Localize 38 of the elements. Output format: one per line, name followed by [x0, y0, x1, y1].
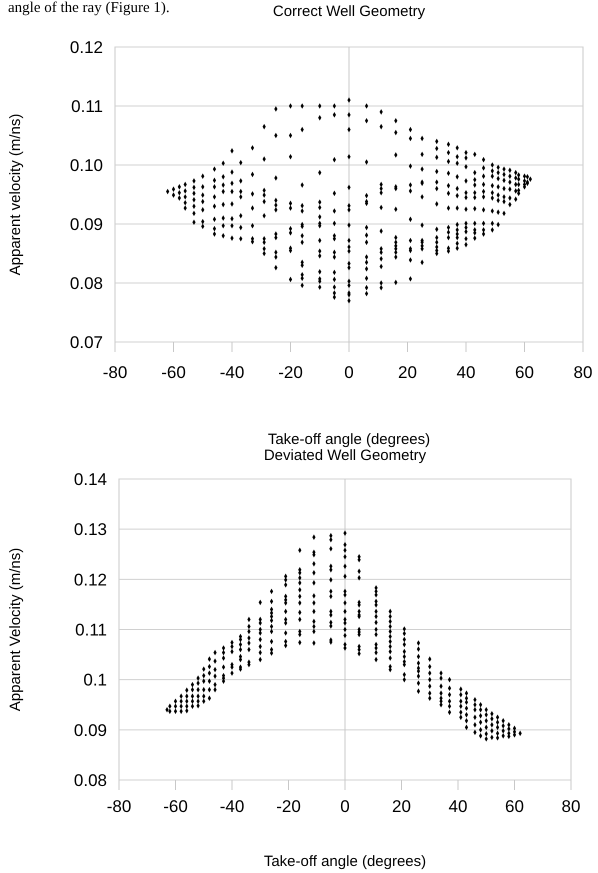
y-tick-label: 0.11: [71, 96, 103, 116]
y-tick-label: 0.14: [74, 470, 107, 489]
chart-title: Correct Well Geometry: [272, 3, 426, 20]
y-tick-label: 0.09: [70, 214, 103, 234]
y-axis-title: Apparent Velocity (m/ns): [7, 548, 24, 712]
x-tick-label: -20: [276, 797, 301, 816]
x-tick-label: -80: [102, 363, 128, 382]
y-tick-label: 0.08: [70, 274, 103, 293]
text: angle of the ray (Figure 1).: [8, 0, 170, 16]
x-tick-label: 80: [562, 797, 580, 816]
x-tick-label: -60: [161, 363, 186, 382]
x-axis-title: Take-off angle (degrees): [268, 431, 430, 448]
x-tick-label: 60: [505, 797, 524, 816]
y-tick-label: 0.07: [70, 332, 103, 352]
x-tick-label: -40: [220, 363, 244, 382]
x-tick-label: 40: [456, 363, 476, 382]
x-axis-title: Take-off angle (degrees): [264, 853, 426, 870]
x-tick-label: -40: [220, 797, 244, 816]
y-tick-label: 0.13: [74, 520, 107, 540]
y-tick-label: 0.12: [74, 570, 107, 590]
y-axis-title: Apparent velocity (m/ns): [7, 114, 24, 276]
y-tick-label: 0.10: [70, 156, 103, 175]
y-tick-label: 0.09: [74, 720, 107, 740]
x-tick-label: 80: [574, 363, 592, 382]
x-tick-label: 20: [398, 363, 417, 382]
x-tick-label: -80: [106, 797, 132, 816]
chart-title: Deviated Well Geometry: [264, 447, 427, 464]
x-tick-label: 20: [392, 797, 411, 816]
x-tick-label: -20: [278, 363, 303, 382]
x-tick-label: 0: [344, 363, 354, 382]
y-tick-label: 0.12: [70, 38, 103, 57]
y-tick-label: 0.11: [75, 620, 107, 640]
x-tick-label: 60: [515, 363, 534, 382]
x-tick-label: -60: [163, 797, 188, 816]
y-tick-label: 0.1: [83, 670, 107, 690]
x-tick-label: 40: [448, 797, 468, 816]
y-tick-label: 0.08: [74, 770, 107, 790]
x-tick-label: 0: [340, 797, 350, 816]
